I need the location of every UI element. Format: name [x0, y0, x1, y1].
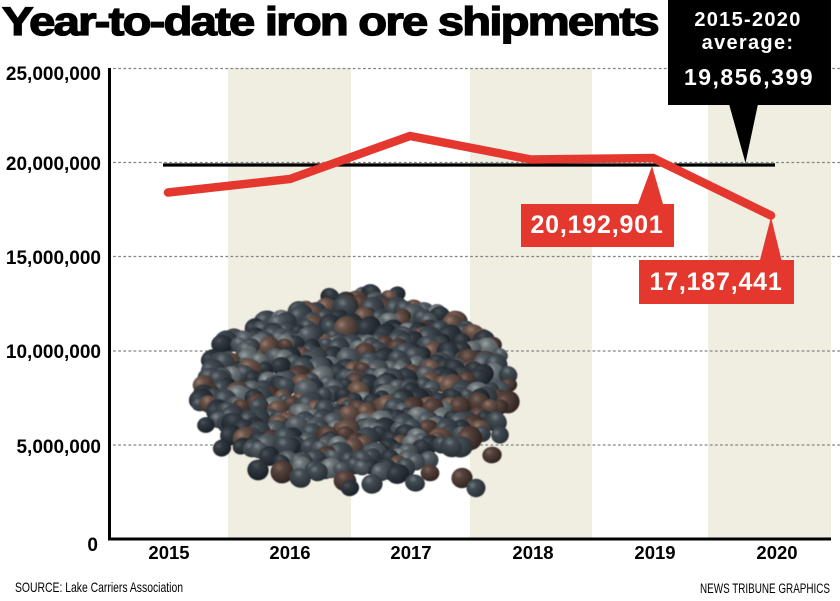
svg-text:25,000,000: 25,000,000	[6, 64, 101, 85]
svg-text:average:: average:	[702, 32, 795, 54]
svg-text:15,000,000: 15,000,000	[6, 248, 101, 269]
svg-text:2017: 2017	[390, 542, 431, 563]
svg-text:5,000,000: 5,000,000	[16, 437, 101, 458]
svg-text:17,187,441: 17,187,441	[649, 268, 782, 296]
svg-text:2016: 2016	[269, 542, 310, 563]
svg-text:2015-2020: 2015-2020	[694, 9, 801, 31]
svg-text:2018: 2018	[512, 542, 553, 563]
svg-text:20,000,000: 20,000,000	[6, 154, 101, 175]
svg-text:19,856,399: 19,856,399	[684, 64, 814, 90]
svg-text:10,000,000: 10,000,000	[6, 342, 101, 363]
svg-text:SOURCE: Lake Carriers Associat: SOURCE: Lake Carriers Association	[15, 579, 183, 595]
svg-text:20,192,901: 20,192,901	[530, 211, 663, 239]
svg-text:2020: 2020	[756, 542, 797, 563]
svg-text:2019: 2019	[634, 542, 675, 563]
svg-text:NEWS TRIBUNE GRAPHICS: NEWS TRIBUNE GRAPHICS	[700, 581, 830, 596]
svg-text:2015: 2015	[148, 542, 189, 563]
svg-text:0: 0	[87, 535, 98, 556]
